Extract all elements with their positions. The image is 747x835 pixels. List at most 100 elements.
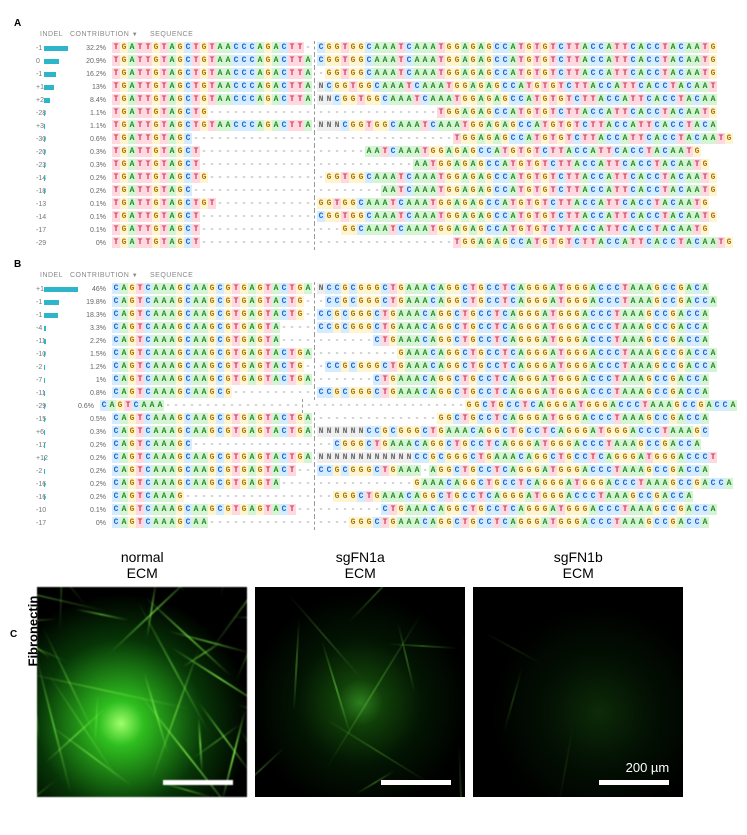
sequence-base: - [429, 413, 437, 424]
cut-site-divider [314, 158, 315, 172]
sequence-base: - [325, 504, 333, 515]
sequence-base: N [341, 452, 349, 463]
sequence-base: T [613, 517, 621, 528]
sequence-base: - [248, 146, 256, 157]
sequence-base: C [621, 478, 629, 489]
sequence-base: C [184, 172, 192, 183]
sequence-base: T [112, 133, 120, 144]
sequence-base: T [557, 81, 565, 92]
sequence-base: A [373, 146, 381, 157]
sequence-base: C [701, 296, 709, 307]
micrograph-title-bottom: ECM [121, 565, 164, 581]
sequence-base: A [272, 504, 280, 515]
sequence-base: G [541, 348, 549, 359]
sequence-base: T [160, 133, 168, 144]
micrograph-title: sgFN1bECM [554, 549, 603, 581]
sequence-base: - [421, 237, 429, 248]
sequence-left: CAGTCAAAGCAAGCGTGAGTACTGA [112, 413, 312, 425]
sequence-row: -290%TGATTGTAGCT------------------------… [10, 237, 737, 249]
sequence-base: G [461, 198, 469, 209]
sequence-base: - [357, 374, 365, 385]
sequence-base: G [389, 465, 397, 476]
sequence-base: A [685, 68, 693, 79]
sequence-base: C [645, 224, 653, 235]
sequence-base: G [525, 68, 533, 79]
sequence-base: - [357, 107, 365, 118]
sequence-base: G [365, 517, 373, 528]
sequence-base: G [581, 348, 589, 359]
sequence-base: A [120, 452, 128, 463]
sequence-base: A [685, 211, 693, 222]
panel-b-header: INDEL CONTRIBUTION ▼ SEQUENCE [10, 272, 737, 279]
sequence-base: C [653, 120, 661, 131]
sequence-base: G [240, 374, 248, 385]
sequence-base: T [621, 107, 629, 118]
sequence-base: A [168, 198, 176, 209]
sequence-base: G [453, 42, 461, 53]
sequence-base: G [224, 387, 232, 398]
sequence-base: T [296, 120, 304, 131]
sequence-base: - [272, 172, 280, 183]
sequence-left: CAGTCAAA----------------- [100, 400, 300, 412]
sequence-base: T [136, 387, 144, 398]
sequence-base: C [381, 283, 389, 294]
micrograph-title-top: normal [121, 549, 164, 565]
sequence-base: C [144, 504, 152, 515]
sequence-base: N [349, 452, 357, 463]
sequence-base: G [557, 374, 565, 385]
sequence-base: T [160, 172, 168, 183]
sequence-base: G [541, 107, 549, 118]
sequence-base: C [317, 55, 325, 66]
sequence-base: C [573, 94, 581, 105]
sequence-base: T [501, 283, 509, 294]
sequence-base: A [509, 517, 517, 528]
sequence-base: G [120, 146, 128, 157]
sequence-base: G [397, 361, 405, 372]
sequence-base: C [661, 517, 669, 528]
sequence-base: A [685, 55, 693, 66]
sequence-base: A [605, 68, 613, 79]
sequence-base: T [709, 452, 717, 463]
sequence-base: C [597, 322, 605, 333]
sequence-base: T [557, 283, 565, 294]
sequence-base: T [637, 94, 645, 105]
sequence-base: G [445, 42, 453, 53]
sequence-right: NNNNNNCCGCGGGCTGAAACAGGCTGCCTCAGGGATGGGA… [317, 426, 709, 438]
sequence-base: A [168, 185, 176, 196]
header-indel: INDEL [40, 272, 70, 279]
sequence-base: G [373, 361, 381, 372]
sequence-base: T [661, 426, 669, 437]
sequence-cell: TGATTGTAGCT--------------------------AAT… [112, 159, 709, 171]
sequence-base: G [501, 133, 509, 144]
sequence-base: T [437, 55, 445, 66]
indel-value: -10 [10, 507, 40, 514]
sequence-base: - [373, 159, 381, 170]
sequence-base: T [661, 55, 669, 66]
sequence-base: - [240, 159, 248, 170]
sequence-base: - [296, 335, 304, 346]
sequence-base: - [240, 172, 248, 183]
sequence-base: - [325, 413, 333, 424]
sequence-base: - [236, 400, 244, 411]
sequence-right: -CCGCGGGCTGAAACAGGCTGCCTCAGGGATGGGACCCTA… [317, 296, 717, 308]
sequence-base: - [405, 159, 413, 170]
sequence-base: A [120, 504, 128, 515]
sequence-base: - [296, 107, 304, 118]
sequence-cell: CAGTCAAAGCAAGCGTGAGTACTGA---------------… [112, 413, 709, 425]
sequence-base: G [296, 296, 304, 307]
sequence-base: C [485, 465, 493, 476]
cut-site-divider [314, 438, 315, 452]
indel-value: -16 [10, 494, 40, 501]
contribution-bar-cell [40, 176, 78, 181]
sequence-base: A [421, 211, 429, 222]
sequence-base: C [216, 283, 224, 294]
sequence-base: C [701, 361, 709, 372]
sequence-base: - [304, 198, 312, 209]
sequence-base: T [112, 68, 120, 79]
sequence-base: C [485, 387, 493, 398]
sequence-base: - [256, 159, 264, 170]
sequence-base: A [501, 120, 509, 131]
sequence-base: C [232, 55, 240, 66]
sequence-base: - [341, 107, 349, 118]
sequence-base: G [333, 55, 341, 66]
